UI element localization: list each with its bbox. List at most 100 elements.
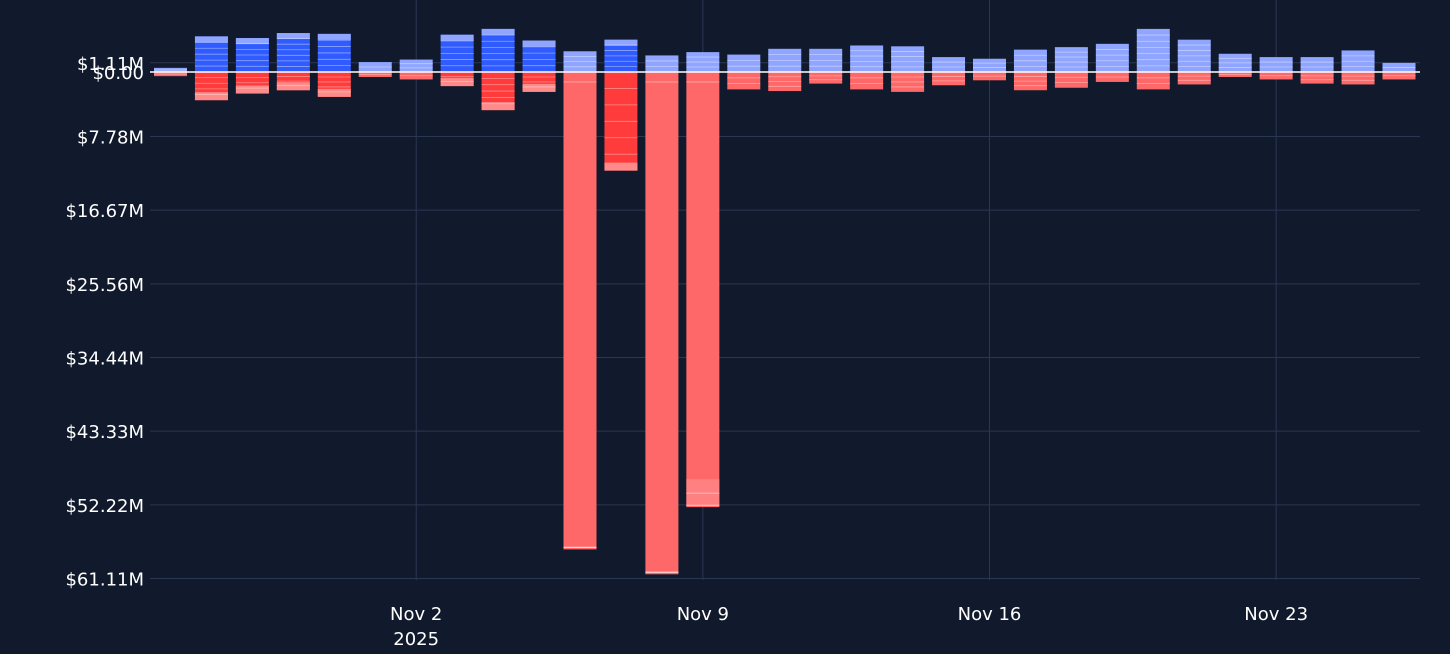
- bar-group: [645, 55, 679, 575]
- y-tick-label: $52.22M: [65, 496, 144, 517]
- bar-group: [1341, 50, 1375, 85]
- bar-positive: [850, 45, 884, 72]
- bar-negative: [1259, 72, 1293, 80]
- bar-negative: [768, 72, 802, 92]
- bar-group: [317, 33, 351, 97]
- bar-negative-bottom-segment: [194, 92, 228, 101]
- bar-positive: [1013, 49, 1047, 72]
- x-tick-label: Nov 2: [390, 604, 442, 625]
- bar-positive-top-segment: [481, 28, 515, 35]
- bar-negative: [891, 72, 925, 92]
- bar-positive: [440, 34, 474, 72]
- bar-group: [154, 67, 187, 77]
- bar-negative-bottom-segment: [522, 83, 556, 92]
- bar-negative: [932, 72, 966, 86]
- bar-negative: [809, 72, 843, 84]
- bar-group: [358, 62, 392, 77]
- bar-positive-top-segment: [522, 40, 556, 47]
- bar-negative: [645, 72, 679, 575]
- bar-group: [1177, 39, 1211, 85]
- bar-negative: [1218, 72, 1252, 77]
- y-tick-label: $1.11M: [77, 54, 144, 75]
- bar-positive: [1259, 57, 1293, 72]
- bar-positive-top-segment: [194, 36, 228, 43]
- bar-positive: [686, 52, 720, 72]
- bar-negative: [154, 72, 187, 77]
- bar-positive: [481, 28, 515, 72]
- bar-negative-bottom-segment: [604, 162, 638, 171]
- bar-group: [440, 34, 474, 87]
- bar-group: [276, 33, 310, 91]
- bar-group: [973, 58, 1006, 81]
- bar-group: [850, 45, 884, 90]
- bar-group: [686, 52, 720, 508]
- bar-positive: [1136, 28, 1170, 72]
- bar-positive: [1095, 43, 1129, 72]
- x-axis-ticks: Nov 2 2025 Nov 9 Nov 16 Nov 23: [390, 604, 1308, 650]
- bar-positive: [1054, 47, 1088, 72]
- bar-positive: [891, 46, 925, 72]
- bar-positive: [399, 59, 433, 72]
- bar-negative-bottom-segment: [235, 85, 269, 94]
- bar-negative-bottom-segment: [317, 88, 351, 97]
- bar-group: [1218, 53, 1252, 77]
- bar-negative: [1013, 72, 1047, 91]
- y-tick-label: $16.67M: [65, 201, 144, 222]
- bar-positive: [1300, 57, 1334, 72]
- bar-group: [235, 38, 269, 94]
- bar-group: [891, 46, 925, 92]
- gridlines: [150, 0, 1420, 580]
- bar-negative: [1095, 72, 1129, 82]
- bar-positive-top-segment: [317, 33, 351, 40]
- bar-positive-top-segment: [276, 33, 310, 40]
- y-axis-ticks: $1.11M$0.00 $7.78M $16.67M $25.56M $34.44M $4…: [65, 54, 144, 591]
- bar-positive: [358, 62, 392, 72]
- bar-group: [932, 57, 966, 86]
- bar-negative-bottom-segment: [686, 479, 720, 506]
- bar-positive: [1218, 53, 1252, 72]
- bar-group: [727, 54, 761, 90]
- bar-negative: [1382, 72, 1416, 80]
- bar-group: [522, 40, 556, 92]
- bar-positive: [563, 51, 597, 72]
- bar-negative: [686, 72, 720, 508]
- y-tick-label: $43.33M: [65, 422, 144, 443]
- y-tick-label: $25.56M: [65, 275, 144, 296]
- bar-positive: [1382, 62, 1416, 72]
- x-tick-label: Nov 9: [677, 604, 729, 625]
- bar-positive: [317, 33, 351, 72]
- bar-group: [563, 51, 597, 550]
- x-tick-label: Nov 23: [1244, 604, 1308, 625]
- bar-positive: [645, 55, 679, 72]
- bar-group: [1300, 57, 1334, 84]
- bar-negative: [973, 72, 1006, 81]
- bar-negative: [1300, 72, 1334, 84]
- bar-group: [1054, 47, 1088, 88]
- bar-negative: [358, 72, 392, 77]
- bar-group: [809, 48, 843, 84]
- bar-positive-top-segment: [440, 34, 474, 41]
- bar-negative: [1177, 72, 1211, 85]
- bar-positive: [154, 67, 187, 72]
- bar-positive-top-segment: [235, 38, 269, 45]
- bar-group: [481, 28, 515, 111]
- x-tick-sublabel: 2025: [393, 629, 439, 650]
- y-tick-label: $34.44M: [65, 348, 144, 369]
- bar-group: [768, 48, 802, 92]
- y-tick-label: $0.00: [92, 63, 144, 84]
- bar-negative: [1136, 72, 1170, 90]
- bar-negative: [850, 72, 884, 90]
- bar-negative: [399, 72, 433, 80]
- bars: [154, 28, 1416, 575]
- bar-negative: [1054, 72, 1088, 88]
- bar-negative: [563, 72, 597, 550]
- bar-positive: [809, 48, 843, 72]
- bar-positive: [727, 54, 761, 72]
- bar-group: [1013, 49, 1047, 91]
- bar-group: [399, 59, 433, 80]
- bar-positive: [932, 57, 966, 72]
- y-tick-label: $7.78M: [77, 127, 144, 148]
- bar-group: [1136, 28, 1170, 90]
